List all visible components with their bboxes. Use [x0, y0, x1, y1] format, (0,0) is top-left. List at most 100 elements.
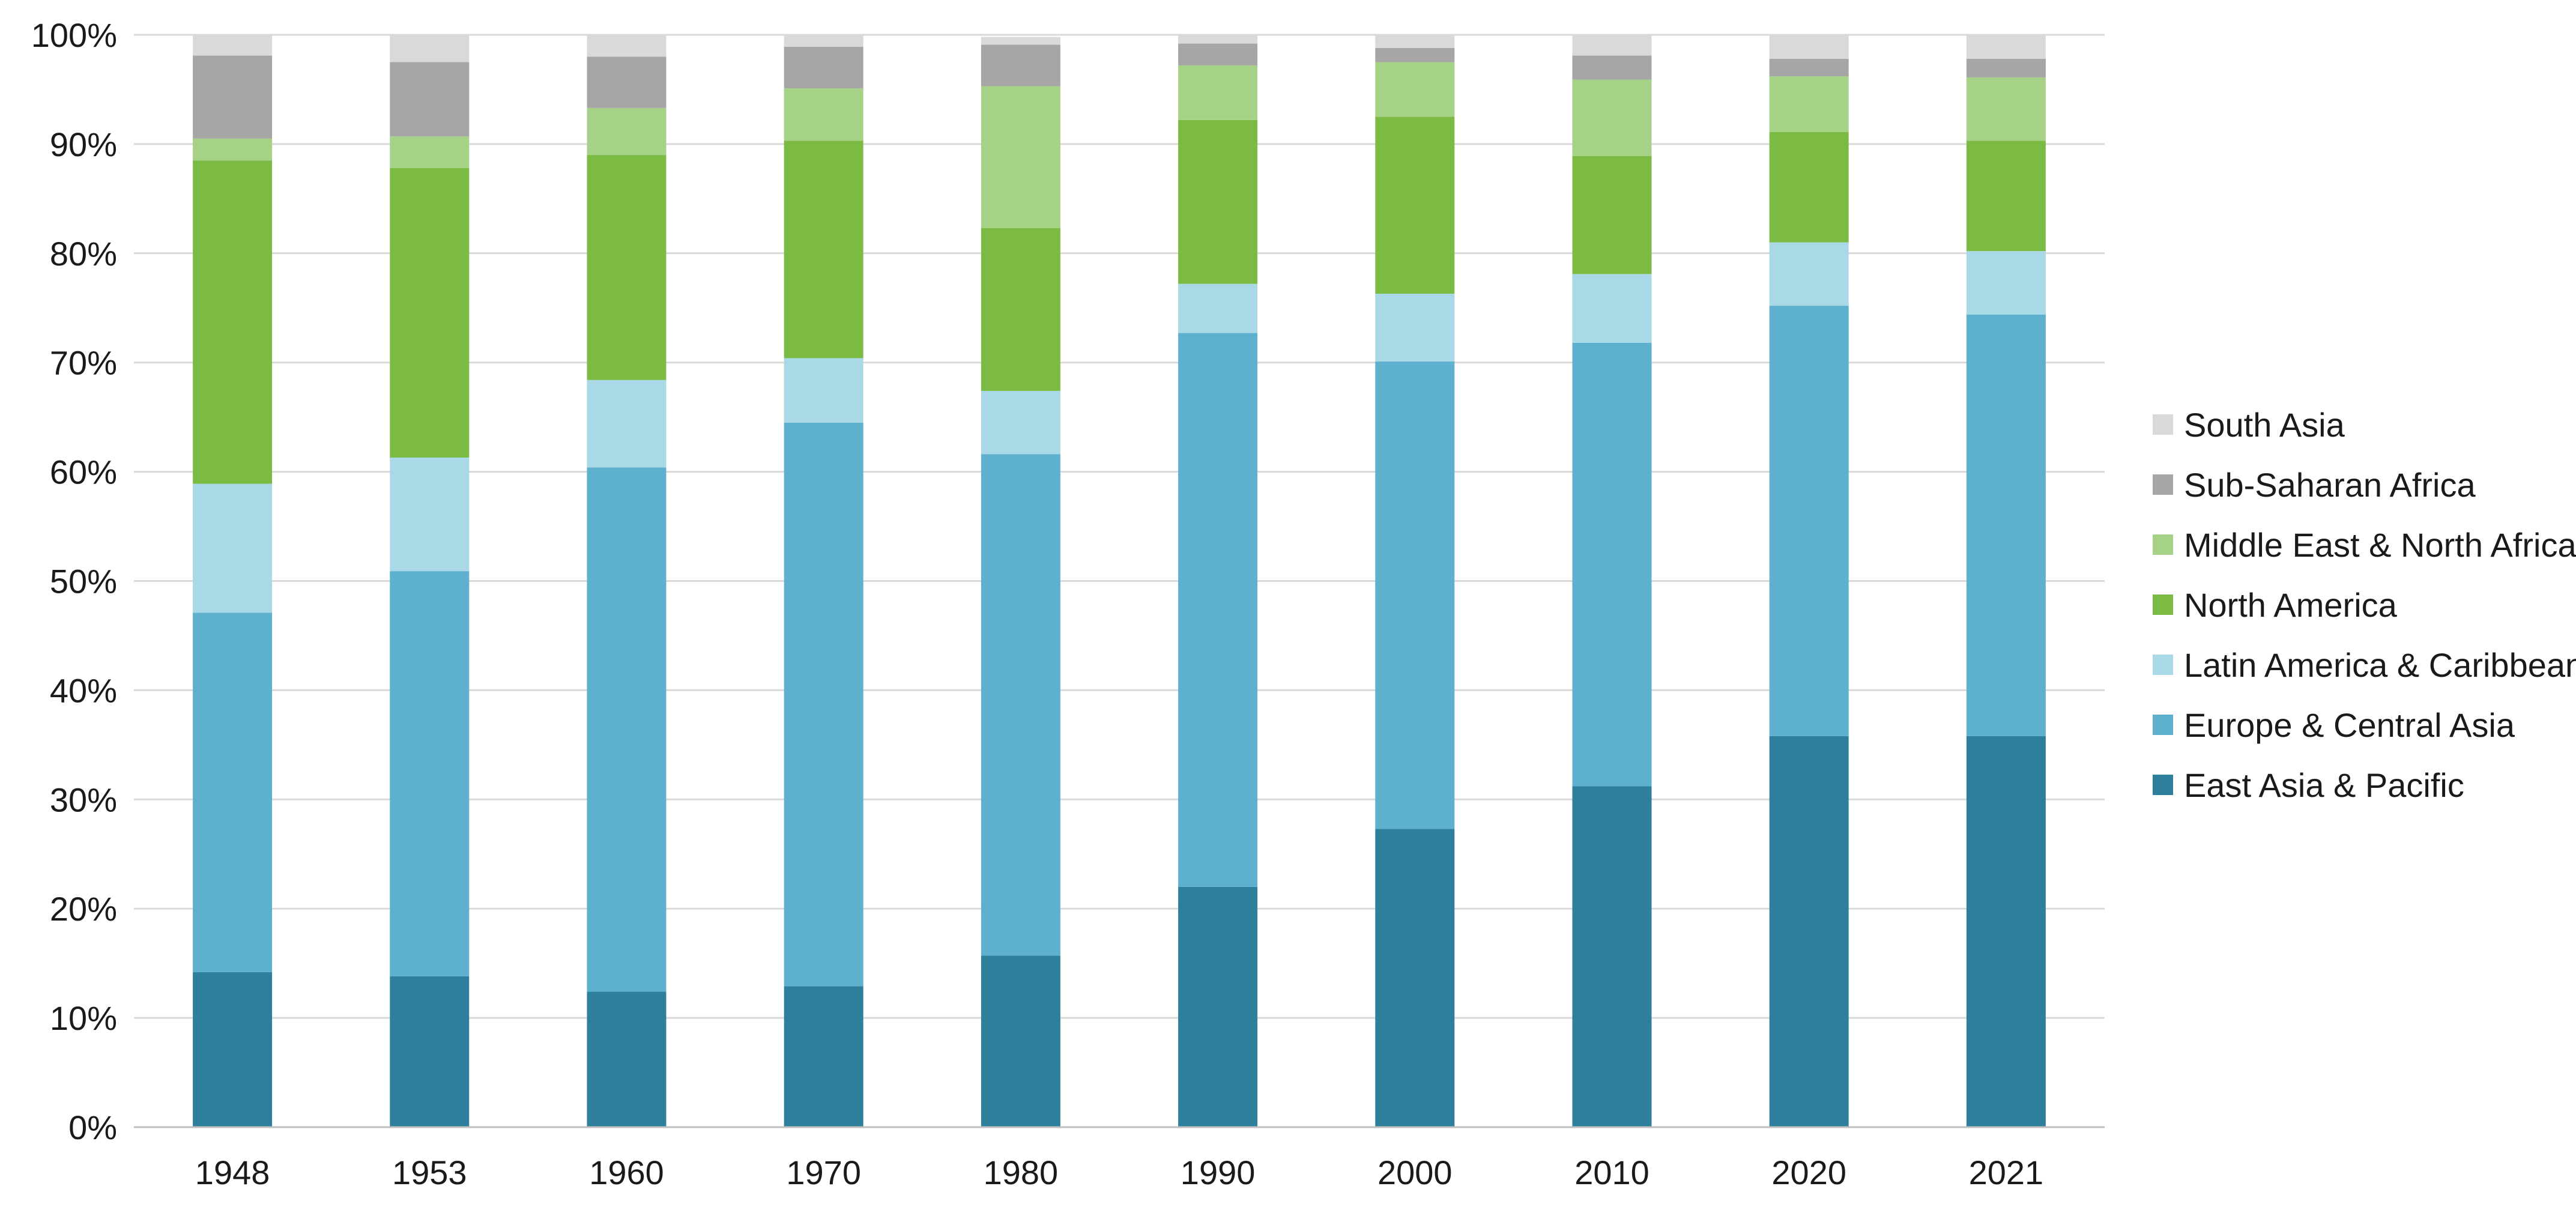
bar-segment — [1769, 736, 1849, 1127]
bar-segment — [1572, 79, 1652, 156]
bar-segment — [1178, 333, 1258, 887]
bar-segment — [587, 155, 667, 380]
legend-item: Europe & Central Asia — [2153, 706, 2515, 744]
axes: 0% 10% 20% 30% 40% 50% 60% 70% 80% 90% 100% 1948 195… — [31, 16, 2105, 1191]
bar-segment — [1572, 786, 1652, 1127]
bar-segment — [587, 56, 667, 108]
bar-segment — [784, 47, 863, 89]
bar-segment — [1572, 156, 1652, 274]
bar-segment — [981, 37, 1060, 45]
bar-segment — [1966, 736, 2046, 1127]
legend-item: Middle East & North Africa — [2153, 526, 2576, 564]
y-tick-label: 70% — [50, 344, 117, 382]
bar-segment — [1178, 43, 1258, 65]
bar-segment — [1375, 47, 1455, 62]
legend-label: North America — [2184, 586, 2398, 624]
legend-label: East Asia & Pacific — [2184, 766, 2464, 804]
x-tick-label: 2021 — [1969, 1154, 2044, 1191]
bar-segment — [1966, 314, 2046, 736]
bar-segment — [1572, 274, 1652, 343]
bar-segment — [193, 160, 273, 484]
legend-swatch — [2153, 474, 2173, 495]
bar-segment — [1769, 76, 1849, 132]
bar-segment — [390, 35, 470, 62]
bar-segment — [193, 483, 273, 613]
bar-segment — [981, 44, 1060, 86]
y-tick-label: 20% — [50, 890, 117, 928]
x-tick-label: 1990 — [1181, 1154, 1256, 1191]
legend-swatch — [2153, 775, 2173, 795]
legend-item: Sub-Saharan Africa — [2153, 466, 2476, 504]
bar-segment — [390, 976, 470, 1127]
bar-segment — [1966, 35, 2046, 59]
bar-segment — [193, 138, 273, 161]
bar-segment — [1769, 35, 1849, 59]
bar-segment — [784, 141, 863, 358]
bar-segment — [1375, 294, 1455, 361]
bar-segment — [1178, 35, 1258, 44]
x-tick-label: 1948 — [195, 1154, 270, 1191]
bar-segment — [390, 62, 470, 137]
bar-segment — [1966, 77, 2046, 141]
bar-segment — [587, 380, 667, 468]
bar-segment — [1178, 65, 1258, 120]
bar-segment — [1178, 886, 1258, 1127]
bar-segment — [390, 457, 470, 572]
x-tick-label: 2000 — [1377, 1154, 1453, 1191]
bar-segment — [981, 228, 1060, 391]
bar-segment — [390, 571, 470, 976]
bar-segment — [587, 467, 667, 992]
legend-label: Sub-Saharan Africa — [2184, 466, 2476, 504]
bar-segment — [1572, 35, 1652, 56]
legend-item: East Asia & Pacific — [2153, 766, 2464, 804]
bar-segment — [1178, 283, 1258, 333]
legend-swatch — [2153, 655, 2173, 675]
y-tick-label: 80% — [50, 235, 117, 273]
bar-segment — [1572, 55, 1652, 80]
legend-item: Latin America & Caribbean — [2153, 646, 2576, 684]
legend-label: Latin America & Caribbean — [2184, 646, 2576, 684]
bar-segment — [193, 972, 273, 1127]
bar-segment — [193, 55, 273, 139]
bar-segment — [390, 168, 470, 458]
y-tick-label: 0% — [68, 1109, 117, 1146]
y-tick-label: 50% — [50, 563, 117, 600]
bar-segment — [1966, 251, 2046, 315]
legend-label: Europe & Central Asia — [2184, 706, 2515, 744]
legend-label: Middle East & North Africa — [2184, 526, 2576, 564]
bars — [193, 35, 2046, 1127]
legend-item: South Asia — [2153, 406, 2345, 444]
bar-segment — [1375, 116, 1455, 294]
bar-segment — [1375, 829, 1455, 1127]
bar-segment — [981, 955, 1060, 1127]
bar-segment — [784, 422, 863, 987]
bar-segment — [1375, 35, 1455, 48]
x-tick-label: 1953 — [392, 1154, 467, 1191]
bar-segment — [784, 35, 863, 47]
y-tick-label: 10% — [50, 999, 117, 1037]
legend: South Asia Sub-Saharan Africa Middle East … — [2153, 406, 2576, 804]
bar-segment — [1769, 306, 1849, 736]
bar-segment — [1769, 132, 1849, 243]
bar-segment — [784, 88, 863, 141]
legend-label: South Asia — [2184, 406, 2345, 444]
bar-segment — [193, 35, 273, 56]
bar-segment — [1769, 59, 1849, 77]
legend-swatch — [2153, 594, 2173, 615]
bar-segment — [1966, 141, 2046, 252]
bar-segment — [1375, 62, 1455, 117]
bar-segment — [587, 991, 667, 1127]
bar-segment — [1178, 119, 1258, 284]
y-tick-label: 40% — [50, 671, 117, 709]
bar-segment — [981, 390, 1060, 455]
bar-segment — [587, 35, 667, 57]
bar-segment — [587, 107, 667, 156]
bar-segment — [1572, 342, 1652, 787]
legend-swatch — [2153, 715, 2173, 735]
legend-item: North America — [2153, 586, 2398, 624]
bar-segment — [784, 358, 863, 423]
y-tick-label: 90% — [50, 126, 117, 163]
x-tick-label: 1980 — [984, 1154, 1059, 1191]
bar-segment — [193, 613, 273, 972]
